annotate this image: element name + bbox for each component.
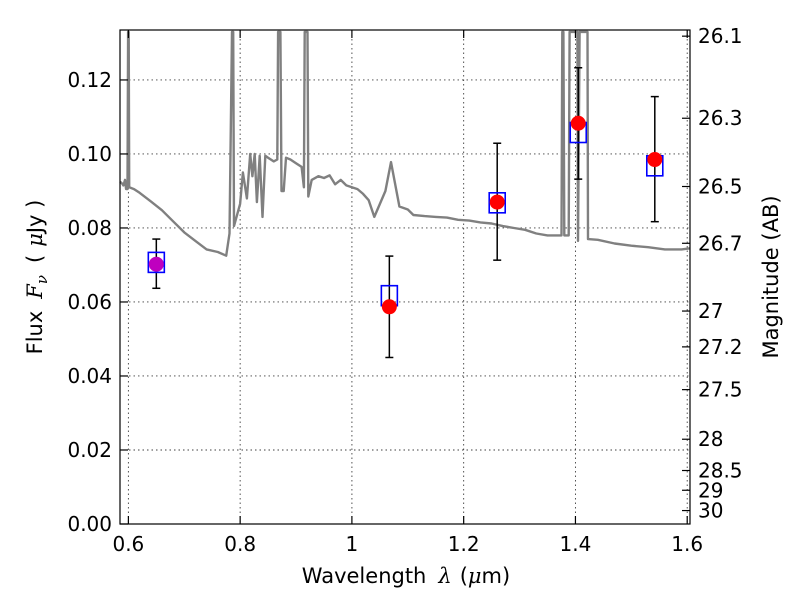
mag-tick-label: 26.1 bbox=[698, 24, 743, 48]
x-axis-label: Wavelength λ (μm) bbox=[302, 564, 510, 588]
mag-tick-label: 27.5 bbox=[698, 378, 743, 402]
mag-tick-label: 27 bbox=[698, 299, 723, 323]
y-tick-label: 0.00 bbox=[67, 512, 112, 536]
y-tick-label: 0.02 bbox=[67, 438, 112, 462]
x-tick-label: 1 bbox=[346, 532, 359, 556]
observed-point bbox=[489, 194, 505, 210]
mag-tick-label: 28.5 bbox=[698, 459, 743, 483]
y-tick-label: 0.04 bbox=[67, 364, 112, 388]
y-tick-label: 0.12 bbox=[67, 68, 112, 92]
y-tick-label: 0.06 bbox=[67, 290, 112, 314]
y-tick-label: 0.08 bbox=[67, 216, 112, 240]
x-tick-label: 1.4 bbox=[560, 532, 592, 556]
x-tick-label: 0.6 bbox=[112, 532, 144, 556]
x-tick-label: 1.6 bbox=[671, 532, 703, 556]
mag-tick-label: 26.3 bbox=[698, 106, 743, 130]
axis-ticks: 0.6 0.8 1 1.2 1.4 1.6 0.00 0.02 0.04 0.06 0.08 0.10… bbox=[67, 24, 742, 556]
mag-tick-label: 26.7 bbox=[698, 231, 743, 255]
model-sed-line bbox=[119, 30, 691, 257]
model-sed-series bbox=[119, 30, 691, 257]
mag-tick-label: 26.5 bbox=[698, 175, 743, 199]
y-tick-label: 0.10 bbox=[67, 142, 112, 166]
observed-photometry-series bbox=[148, 115, 663, 315]
observed-point bbox=[647, 152, 663, 168]
mag-tick-label: 27.2 bbox=[698, 335, 743, 359]
x-tick-label: 0.8 bbox=[224, 532, 256, 556]
synthetic-point bbox=[488, 192, 507, 214]
mag-tick-label: 29 bbox=[698, 478, 723, 502]
y-axis-label: FluxFν(μJy ) bbox=[23, 200, 51, 355]
x-tick-label: 1.2 bbox=[448, 532, 480, 556]
synthetic-point bbox=[147, 251, 166, 274]
mag-tick-label: 28 bbox=[698, 427, 723, 451]
observed-point bbox=[570, 115, 586, 131]
y2-axis-label: Magnitude (AB) bbox=[759, 195, 783, 358]
plot-frame bbox=[119, 29, 691, 525]
observed-point bbox=[381, 299, 397, 315]
mag-tick-label: 30 bbox=[698, 499, 723, 523]
synthetic-photometry-series bbox=[147, 121, 664, 307]
observed-point bbox=[148, 256, 164, 272]
